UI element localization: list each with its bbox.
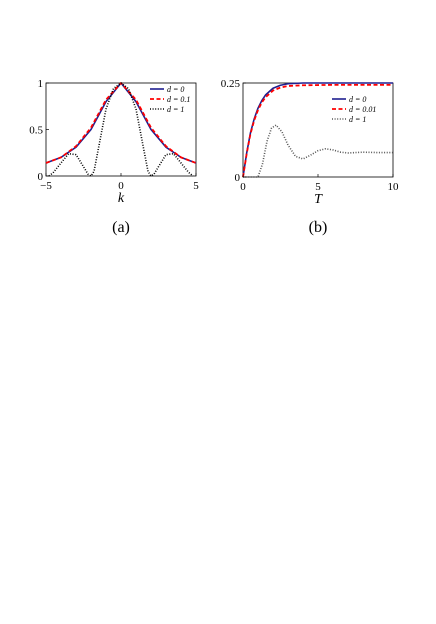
legend-b: d = 0d = 0.01d = 1 <box>332 95 376 124</box>
x-tick-label-a-0: −5 <box>40 180 52 192</box>
y-tick-label-a-1: 0.5 <box>29 125 43 137</box>
panel-b: 0 5 10 0 0.25 T (b) d = 0d = 0.01d = 1 <box>221 78 399 236</box>
series-line-a-2 <box>48 82 194 177</box>
x-axis-label-b: T <box>314 192 323 207</box>
x-tick-label-b-2: 10 <box>388 181 400 193</box>
series-line-b-2 <box>243 124 393 178</box>
panel-a: −5 0 500.51 k (a) d = 0d = 0.1d = 1 <box>29 78 199 236</box>
series-line-b-1 <box>242 83 393 178</box>
y-tick-label-a-2: 1 <box>38 78 44 90</box>
x-tick-label-a-1: 0 <box>118 180 124 192</box>
x-axis-label-a: k <box>118 191 125 206</box>
x-tick-label-b-0: 0 <box>240 181 246 193</box>
x-tick-label-a-2: 5 <box>193 180 199 192</box>
caption-b: (b) <box>309 219 328 236</box>
plot-frame-b <box>242 82 394 178</box>
legend-label-a-0: d = 0 <box>167 85 184 94</box>
legend-label-b-2: d = 1 <box>349 115 366 124</box>
x-tick-label-b-1: 5 <box>315 181 321 193</box>
y-tick-label-b-1: 0.25 <box>221 78 241 90</box>
legend-label-a-1: d = 0.1 <box>167 95 190 104</box>
y-tick-label-b-0: 0 <box>235 172 241 184</box>
legend-label-a-2: d = 1 <box>167 105 184 114</box>
y-tick-label-a-0: 0 <box>38 171 44 183</box>
legend-label-b-0: d = 0 <box>349 95 366 104</box>
series-line-b-0 <box>242 82 393 178</box>
caption-a: (a) <box>112 219 130 236</box>
legend-label-b-1: d = 0.01 <box>349 105 376 114</box>
legend-a: d = 0d = 0.1d = 1 <box>150 85 190 114</box>
